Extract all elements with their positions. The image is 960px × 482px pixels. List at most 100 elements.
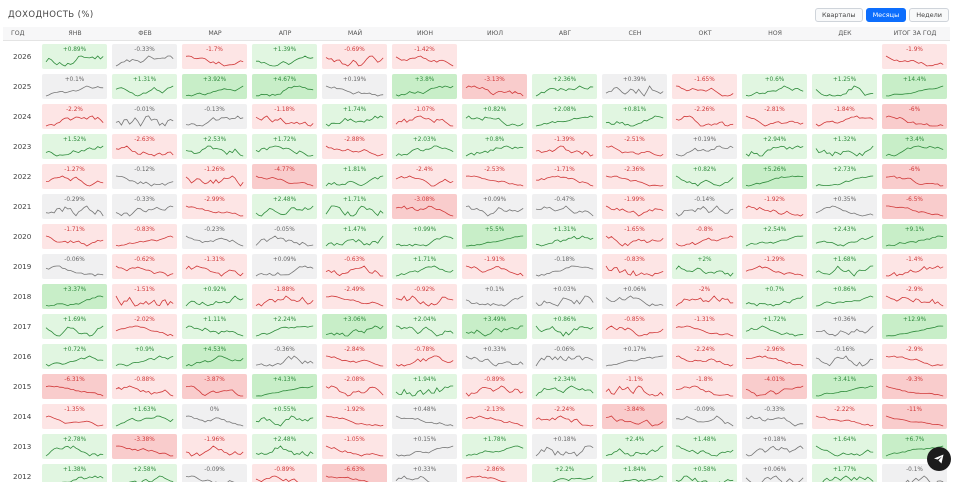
return-cell[interactable]: -3.13%	[462, 73, 527, 99]
months-button[interactable]: Месяцы	[865, 8, 907, 22]
return-cell[interactable]: +0.86%	[812, 283, 877, 309]
weeks-button[interactable]: Недели	[909, 8, 949, 22]
return-cell[interactable]: +0.82%	[462, 103, 527, 129]
return-cell[interactable]: +1.48%	[672, 433, 737, 459]
return-cell[interactable]: +1.52%	[42, 133, 107, 159]
return-cell[interactable]: +6.7%	[882, 433, 947, 459]
return-cell[interactable]: +3.06%	[322, 313, 387, 339]
return-cell[interactable]: +0.15%	[392, 433, 457, 459]
return-cell[interactable]: -2.08%	[322, 373, 387, 399]
return-cell[interactable]: -2.9%	[882, 283, 947, 309]
return-cell[interactable]: -1.35%	[42, 403, 107, 429]
return-cell[interactable]: +0.82%	[672, 163, 737, 189]
return-cell[interactable]: +1.71%	[322, 193, 387, 219]
return-cell[interactable]: -1.07%	[392, 103, 457, 129]
return-cell[interactable]: +0.39%	[602, 73, 667, 99]
return-cell[interactable]: -1.29%	[742, 253, 807, 279]
return-cell[interactable]: +1.63%	[112, 403, 177, 429]
return-cell[interactable]: +0.36%	[812, 313, 877, 339]
return-cell[interactable]: +2.24%	[252, 313, 317, 339]
return-cell[interactable]: +0.1%	[462, 283, 527, 309]
return-cell[interactable]: +2.54%	[742, 223, 807, 249]
return-cell[interactable]: -1.88%	[252, 283, 317, 309]
telegram-button[interactable]	[927, 447, 951, 471]
return-cell[interactable]: -0.23%	[182, 223, 247, 249]
quarters-button[interactable]: Кварталы	[814, 8, 863, 22]
return-cell[interactable]: +0.09%	[252, 253, 317, 279]
return-cell[interactable]: +0.58%	[672, 463, 737, 482]
return-cell[interactable]: +1.81%	[322, 163, 387, 189]
return-cell[interactable]: +0.18%	[742, 433, 807, 459]
return-cell[interactable]: +3.4%	[882, 133, 947, 159]
return-cell[interactable]: +1.39%	[252, 43, 317, 69]
return-cell[interactable]: -2.51%	[602, 133, 667, 159]
return-cell[interactable]: +1.72%	[252, 133, 317, 159]
return-cell[interactable]: -2.84%	[322, 343, 387, 369]
return-cell[interactable]: +2%	[672, 253, 737, 279]
return-cell[interactable]: -1.84%	[812, 103, 877, 129]
return-cell[interactable]: +1.11%	[182, 313, 247, 339]
return-cell[interactable]: -1.31%	[672, 313, 737, 339]
return-cell[interactable]: +0.03%	[532, 283, 597, 309]
return-cell[interactable]: +0.33%	[462, 343, 527, 369]
return-cell[interactable]: -2.22%	[812, 403, 877, 429]
return-cell[interactable]: +1.47%	[322, 223, 387, 249]
return-cell[interactable]: +1.74%	[322, 103, 387, 129]
return-cell[interactable]: +0.18%	[532, 433, 597, 459]
return-cell[interactable]: +0.09%	[462, 193, 527, 219]
return-cell[interactable]: -0.92%	[392, 283, 457, 309]
return-cell[interactable]: -0.83%	[112, 223, 177, 249]
return-cell[interactable]: -1.65%	[672, 73, 737, 99]
return-cell[interactable]: -0.06%	[42, 253, 107, 279]
return-cell[interactable]: +2.58%	[112, 463, 177, 482]
return-cell[interactable]: +1.31%	[112, 73, 177, 99]
return-cell[interactable]: +0.89%	[42, 43, 107, 69]
return-cell[interactable]: -2.49%	[322, 283, 387, 309]
return-cell[interactable]: +1.31%	[532, 223, 597, 249]
return-cell[interactable]: +2.04%	[392, 313, 457, 339]
return-cell[interactable]: -0.83%	[602, 253, 667, 279]
return-cell[interactable]: +0.06%	[742, 463, 807, 482]
return-cell[interactable]: +1.32%	[812, 133, 877, 159]
return-cell[interactable]: +0.6%	[742, 73, 807, 99]
return-cell[interactable]: -1.96%	[182, 433, 247, 459]
return-cell[interactable]: -1.26%	[182, 163, 247, 189]
return-cell[interactable]: -1.1%	[602, 373, 667, 399]
return-cell[interactable]: -0.62%	[112, 253, 177, 279]
return-cell[interactable]: -0.36%	[252, 343, 317, 369]
return-cell[interactable]: -3.84%	[602, 403, 667, 429]
return-cell[interactable]: +3.8%	[392, 73, 457, 99]
return-cell[interactable]: -0.05%	[252, 223, 317, 249]
return-cell[interactable]: -2.96%	[742, 343, 807, 369]
return-cell[interactable]: -1.71%	[532, 163, 597, 189]
return-cell[interactable]: +0.35%	[812, 193, 877, 219]
return-cell[interactable]: +0.1%	[42, 73, 107, 99]
return-cell[interactable]: +4.53%	[182, 343, 247, 369]
return-cell[interactable]: +2.34%	[532, 373, 597, 399]
return-cell[interactable]: -2.53%	[462, 163, 527, 189]
return-cell[interactable]: -6.31%	[42, 373, 107, 399]
return-cell[interactable]: -2.24%	[532, 403, 597, 429]
return-cell[interactable]: -6%	[882, 163, 947, 189]
return-cell[interactable]: -1.05%	[322, 433, 387, 459]
return-cell[interactable]: -2.26%	[672, 103, 737, 129]
return-cell[interactable]: -0.13%	[182, 103, 247, 129]
return-cell[interactable]: -2.24%	[672, 343, 737, 369]
return-cell[interactable]: -0.8%	[672, 223, 737, 249]
return-cell[interactable]: +0.8%	[462, 133, 527, 159]
return-cell[interactable]: +0.06%	[602, 283, 667, 309]
return-cell[interactable]: -1.9%	[882, 43, 947, 69]
return-cell[interactable]: +1.94%	[392, 373, 457, 399]
return-cell[interactable]: +2.43%	[812, 223, 877, 249]
return-cell[interactable]: +2.48%	[252, 433, 317, 459]
return-cell[interactable]: -2.99%	[182, 193, 247, 219]
return-cell[interactable]: -2.2%	[42, 103, 107, 129]
return-cell[interactable]: +2.48%	[252, 193, 317, 219]
return-cell[interactable]: -0.33%	[112, 193, 177, 219]
return-cell[interactable]: +0.55%	[252, 403, 317, 429]
return-cell[interactable]: +0.17%	[602, 343, 667, 369]
return-cell[interactable]: -1.27%	[42, 163, 107, 189]
return-cell[interactable]: +1.72%	[742, 313, 807, 339]
return-cell[interactable]: -1.8%	[672, 373, 737, 399]
return-cell[interactable]: +2.94%	[742, 133, 807, 159]
